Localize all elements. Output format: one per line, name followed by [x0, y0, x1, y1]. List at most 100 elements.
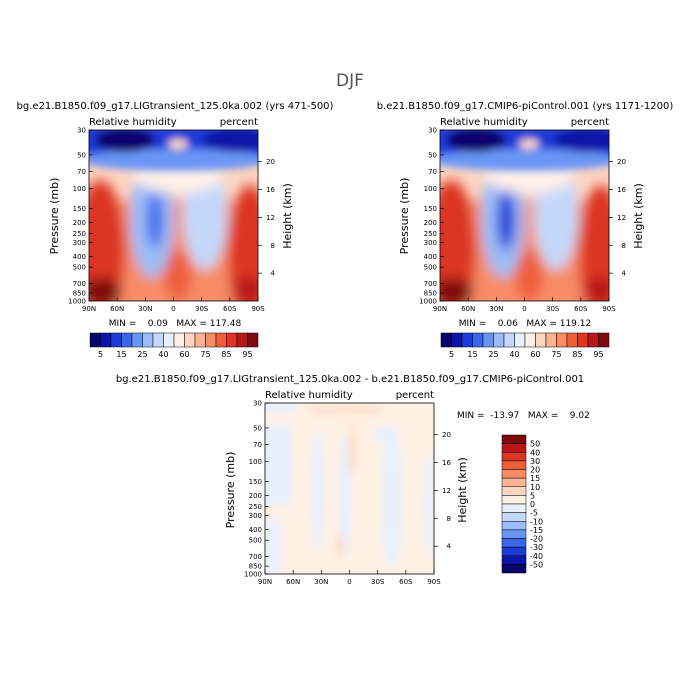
y-tick-label: 700	[424, 280, 437, 288]
y-tick-label: 150	[249, 478, 262, 486]
panel-3-nh-lower-negative	[265, 520, 281, 574]
y-tick-label: 250	[249, 503, 262, 511]
colorbar-label: 60	[530, 350, 540, 359]
panel-3-left-label: Relative humidity	[265, 390, 353, 401]
panel-2-nh-surface-max	[440, 278, 473, 301]
colorbar-label: 5	[98, 350, 103, 359]
y2-tick-label: 16	[617, 186, 626, 194]
colorbar-swatch	[501, 486, 527, 496]
panel-3-upper-positive-band	[305, 407, 385, 413]
y-tick-label: 100	[424, 185, 437, 193]
colorbar-swatch	[501, 546, 527, 556]
x-tick-label: 30N	[489, 305, 503, 313]
colorbar-swatch	[184, 332, 196, 348]
colorbar-swatch	[501, 538, 527, 548]
colorbar-swatch	[501, 434, 527, 444]
panel-1-nh-dry-core	[147, 192, 163, 248]
y-tick-label: 200	[73, 219, 86, 227]
colorbar-swatch	[482, 332, 494, 348]
y-tick-label: 100	[249, 458, 262, 466]
y-tick-label: 250	[424, 230, 437, 238]
y-tick-label: 200	[249, 492, 262, 500]
colorbar-swatch	[100, 332, 112, 348]
colorbar-swatch	[472, 332, 484, 348]
y2-tick-label: 12	[617, 214, 626, 222]
panel-2-nh-tropopause-driest	[446, 130, 506, 152]
colorbar-label: 95	[242, 350, 252, 359]
y-tick-label: 1000	[244, 571, 262, 579]
colorbar-label: 15	[530, 474, 540, 483]
colorbar-swatch	[501, 469, 527, 479]
colorbar-swatch	[524, 332, 536, 348]
y-tick-label: 70	[77, 168, 86, 176]
colorbar-swatch	[577, 332, 589, 348]
colorbar-swatch	[131, 332, 143, 348]
y-tick-label: 150	[424, 205, 437, 213]
colorbar-swatch	[503, 332, 515, 348]
colorbar-swatch	[545, 332, 557, 348]
panel-3-x-ticks: 90N 60N 30N 0 30S 60S 90S	[258, 570, 441, 586]
colorbar-label: 95	[593, 350, 603, 359]
panel-1: bg.e21.B1850.f09_g17.LIGtransient_125.0k…	[17, 101, 334, 359]
y2-tick-label: 16	[442, 459, 451, 467]
colorbar-label: 5	[530, 491, 535, 500]
panel-3-ylabel: Pressure (mb)	[224, 452, 237, 529]
panel-1-sh-surface-max	[232, 278, 258, 301]
colorbar-label: 50	[530, 440, 540, 449]
y2-tick-label: 8	[271, 242, 275, 250]
colorbar-label: 85	[572, 350, 582, 359]
x-tick-label: 30N	[138, 305, 152, 313]
colorbar-swatch	[173, 332, 185, 348]
x-tick-label: 90S	[427, 578, 441, 586]
x-tick-label: 60S	[574, 305, 588, 313]
panel-1-plot-area	[89, 130, 258, 301]
colorbar-label: 0	[530, 500, 535, 509]
y-tick-label: 30	[428, 127, 437, 135]
panel-2-sh-surface-max	[583, 278, 609, 301]
colorbar-swatch	[215, 332, 227, 348]
colorbar-label: 40	[530, 448, 540, 457]
colorbar-swatch	[501, 477, 527, 487]
y-tick-label: 300	[249, 512, 262, 520]
panel-1-y2-ticks: 20 16 12 8 4	[258, 158, 276, 278]
colorbar-swatch	[587, 332, 599, 348]
panel-3-title: bg.e21.B1850.f09_g17.LIGtransient_125.0k…	[116, 374, 584, 385]
y-tick-label: 400	[424, 253, 437, 261]
panel-3-tropics-negative	[339, 435, 351, 555]
colorbar-label: 25	[488, 350, 498, 359]
colorbar-label: -15	[530, 526, 543, 535]
y-tick-label: 500	[249, 537, 262, 545]
panel-2-y2-ticks: 20 16 12 8 4	[609, 158, 627, 278]
colorbar-label: -5	[530, 509, 538, 518]
y-tick-label: 70	[428, 168, 437, 176]
y2-tick-label: 8	[447, 515, 451, 523]
panel-2-sh-moist-core	[579, 185, 609, 301]
x-tick-label: 60N	[110, 305, 124, 313]
x-tick-label: 0	[347, 578, 351, 586]
y-tick-label: 300	[73, 239, 86, 247]
panel-1-right-label: percent	[220, 117, 258, 128]
colorbar-swatch	[440, 332, 452, 348]
colorbar-swatch	[493, 332, 505, 348]
y2-tick-label: 8	[622, 242, 626, 250]
colorbar-swatch	[461, 332, 473, 348]
panel-1-tropical-tropopause-moist	[168, 139, 188, 149]
colorbar-label: 85	[221, 350, 231, 359]
panel-3-sh-negative-column	[382, 432, 402, 568]
y2-tick-label: 12	[266, 214, 275, 222]
colorbar-swatch	[566, 332, 578, 348]
colorbar-swatch	[598, 332, 610, 348]
y-tick-label: 1000	[419, 298, 437, 306]
panel-1-upper-troposphere-dry	[89, 149, 258, 171]
colorbar-label: 20	[530, 466, 540, 475]
colorbar-label: -50	[530, 560, 543, 569]
y-tick-label: 850	[424, 290, 437, 298]
panel-3-sh-upper-negative	[375, 425, 399, 445]
colorbar-swatch	[247, 332, 259, 348]
colorbar-label: 75	[200, 350, 210, 359]
colorbar-swatch	[535, 332, 547, 348]
colorbar-swatch	[121, 332, 133, 348]
colorbar-label: -30	[530, 543, 543, 552]
y-tick-label: 400	[249, 526, 262, 534]
